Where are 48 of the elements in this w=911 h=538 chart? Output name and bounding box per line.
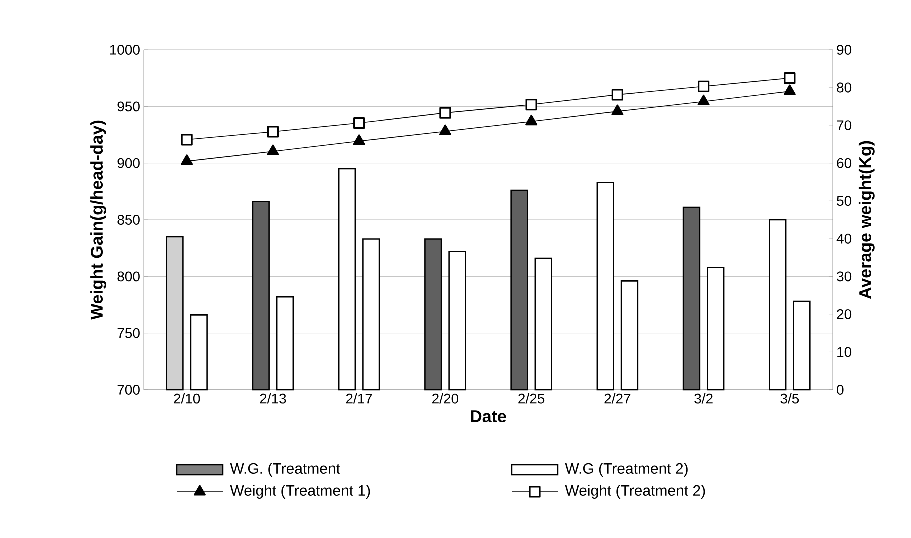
legend-label: W.G (Treatment 2) <box>565 463 688 477</box>
legend-label: W.G. (Treatment <box>230 463 340 477</box>
y-tick-label: 750 <box>118 328 140 338</box>
y2-tick-label: 0 <box>837 385 844 395</box>
y2-tick-label: 90 <box>837 45 852 55</box>
point <box>698 94 710 106</box>
x-tick-label: 2/13 <box>260 394 286 404</box>
point <box>526 114 538 126</box>
point <box>181 134 193 146</box>
y-tick-label: 800 <box>118 272 140 282</box>
point <box>267 144 280 156</box>
y-tick-label: 900 <box>118 158 140 168</box>
x-tick-label: 3/5 <box>780 394 800 404</box>
legend-label: Weight (Treatment 2) <box>565 484 706 499</box>
point <box>353 134 366 146</box>
point <box>526 98 538 111</box>
y2-axis-title: Average weight(Kg) <box>858 141 875 300</box>
x-tick-label: 2/25 <box>518 394 545 404</box>
point <box>267 126 279 138</box>
y2-tick-label: 20 <box>837 309 852 320</box>
x-tick-label: 2/27 <box>604 394 631 404</box>
point <box>440 107 452 119</box>
y-tick-label: 1000 <box>110 45 140 55</box>
x-tick-label: 2/10 <box>174 394 200 404</box>
point <box>698 80 710 92</box>
y2-tick-label: 30 <box>837 272 852 282</box>
point <box>439 124 452 136</box>
point <box>181 154 194 166</box>
y2-tick-label: 60 <box>837 158 852 168</box>
point <box>354 117 366 130</box>
y2-tick-label: 50 <box>837 196 852 206</box>
point <box>784 72 796 84</box>
point <box>784 84 796 96</box>
point <box>612 104 624 116</box>
x-tick-label: 2/20 <box>432 394 459 404</box>
y2-tick-label: 80 <box>837 82 852 93</box>
y-tick-label: 950 <box>118 102 140 112</box>
legend-label: Weight (Treatment 1) <box>230 484 370 499</box>
point <box>612 89 624 101</box>
x-tick-label: 3/2 <box>694 394 713 404</box>
x-tick-label: 2/17 <box>346 394 372 404</box>
x-axis-title: Date <box>471 410 506 423</box>
y2-tick-label: 40 <box>836 234 852 244</box>
y2-tick-label: 70 <box>837 120 852 131</box>
y-axis-title: Weight Gain(g/head-day) <box>90 120 106 320</box>
y2-tick-label: 10 <box>838 347 852 358</box>
y-tick-label: 700 <box>118 385 140 395</box>
y-tick-label: 850 <box>118 215 140 225</box>
